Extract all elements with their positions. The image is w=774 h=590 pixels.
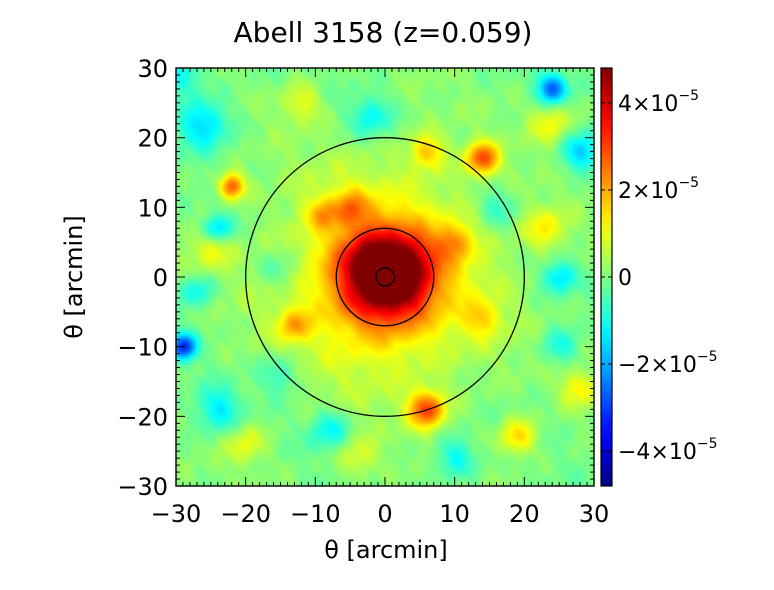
chart-title: Abell 3158 (z=0.059) [234, 16, 533, 49]
y-tick-label: 10 [137, 194, 168, 222]
colorbar-tick-label: −4×10−5 [618, 436, 718, 465]
plot-area [175, 67, 595, 487]
x-tick-label: 10 [439, 500, 470, 528]
major-ticks [175, 67, 595, 487]
colorbar-label-times: ×10 [632, 92, 678, 117]
colorbar: 4×10−52×10−50−2×10−5−4×10−5 [600, 67, 718, 487]
colorbar-tick-label: 2×10−5 [618, 175, 699, 204]
colorbar-label-mantissa: 0 [618, 266, 632, 291]
colorbar-label-mantissa: −4 [618, 440, 650, 465]
colorbar-tick-label: 4×10−5 [618, 88, 699, 117]
y-tick-label: −10 [117, 334, 168, 362]
colorbar-ticks [601, 102, 612, 452]
x-tick-label: 0 [377, 500, 392, 528]
aperture-circle-3 [245, 137, 525, 417]
x-tick-label: 30 [579, 500, 610, 528]
colorbar-tick-label: −2×10−5 [618, 349, 718, 378]
x-axis-title: θ [arcmin] [324, 536, 448, 564]
colorbar-label-exponent: −5 [697, 436, 718, 452]
aperture-circle-1 [375, 267, 395, 287]
x-tick-label: −10 [290, 500, 341, 528]
colorbar-label-times: ×10 [632, 179, 678, 204]
colorbar-tick-label: 0 [618, 266, 632, 291]
colorbar-label-exponent: −5 [678, 88, 699, 104]
y-tick-label: 20 [137, 125, 168, 153]
x-tick-label: −20 [220, 500, 271, 528]
y-tick-label: 30 [137, 55, 168, 83]
y-tick-label: −30 [117, 473, 168, 501]
colorbar-fill [601, 68, 612, 486]
x-tick-label: −30 [151, 500, 202, 528]
x-tick-labels: −30 −20 −10 0 10 20 30 [151, 500, 610, 528]
colorbar-label-exponent: −5 [697, 349, 718, 365]
aperture-circles [245, 137, 525, 417]
aperture-circle-2 [335, 227, 435, 327]
colorbar-label-exponent: −5 [678, 175, 699, 191]
colorbar-label-times: ×10 [650, 440, 696, 465]
y-tick-labels: −30 −20 −10 0 10 20 30 [117, 55, 168, 501]
minor-ticks [176, 68, 594, 486]
y-axis-title: θ [arcmin] [60, 215, 88, 339]
heatmap-image [176, 68, 594, 486]
y-tick-label: −20 [117, 403, 168, 431]
colorbar-label-mantissa: 4 [618, 92, 632, 117]
colorbar-label-mantissa: −2 [618, 353, 650, 378]
colorbar-label-times: ×10 [650, 353, 696, 378]
x-tick-label: 20 [509, 500, 540, 528]
colorbar-labels: 4×10−52×10−50−2×10−5−4×10−5 [618, 88, 718, 465]
y-tick-label: 0 [153, 264, 168, 292]
colorbar-label-mantissa: 2 [618, 179, 632, 204]
